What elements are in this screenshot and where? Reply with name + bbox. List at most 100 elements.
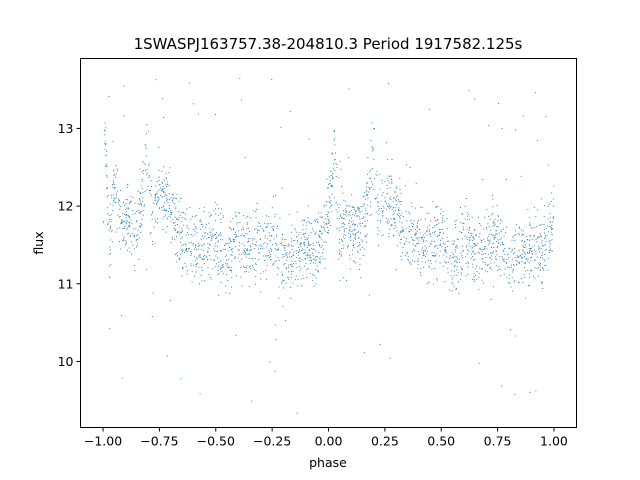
scatter-point — [332, 163, 335, 165]
scatter-point — [344, 213, 346, 216]
scatter-point — [190, 265, 192, 267]
scatter-point — [195, 266, 197, 268]
scatter-point — [315, 231, 317, 233]
scatter-point — [343, 233, 345, 236]
scatter-point — [406, 220, 408, 222]
scatter-point — [439, 212, 442, 215]
scatter-point — [381, 179, 383, 181]
scatter-point — [225, 242, 227, 244]
scatter-point — [369, 214, 371, 216]
scatter-point — [170, 242, 172, 244]
scatter-point — [269, 253, 271, 255]
scatter-point — [377, 206, 379, 208]
scatter-point — [446, 236, 448, 238]
scatter-point — [416, 222, 418, 225]
scatter-point — [274, 213, 276, 216]
scatter-point — [214, 242, 216, 244]
scatter-point — [228, 249, 230, 251]
scatter-point — [141, 171, 143, 173]
scatter-point — [148, 131, 150, 133]
scatter-point — [128, 216, 130, 219]
scatter-point — [413, 240, 415, 242]
scatter-point — [298, 260, 300, 262]
scatter-point — [299, 270, 301, 272]
scatter-point — [426, 282, 429, 284]
scatter-point — [355, 235, 357, 237]
scatter-point — [504, 232, 506, 234]
scatter-point — [521, 234, 523, 236]
scatter-point — [376, 174, 378, 176]
scatter-point — [400, 239, 402, 241]
scatter-point — [335, 202, 337, 204]
scatter-point — [350, 210, 352, 212]
scatter-point — [339, 203, 341, 205]
scatter-point — [411, 260, 414, 262]
scatter-point — [487, 244, 489, 246]
scatter-point — [389, 187, 391, 189]
scatter-point — [322, 216, 324, 218]
scatter-point — [432, 227, 434, 229]
scatter-point — [231, 277, 233, 279]
scatter-point — [109, 328, 111, 330]
scatter-point — [447, 267, 449, 269]
scatter-point — [355, 215, 357, 217]
scatter-point — [394, 199, 397, 201]
scatter-point — [488, 240, 491, 242]
scatter-point — [320, 231, 322, 233]
scatter-point — [215, 220, 217, 222]
scatter-point — [310, 263, 312, 265]
scatter-point — [104, 134, 106, 136]
scatter-point — [384, 197, 386, 199]
scatter-point — [133, 235, 136, 237]
scatter-point — [426, 227, 429, 229]
scatter-point — [205, 226, 207, 228]
scatter-point — [310, 257, 312, 259]
scatter-point — [307, 205, 309, 207]
scatter-point — [183, 251, 185, 253]
scatter-point — [281, 239, 283, 241]
scatter-point — [428, 108, 430, 111]
scatter-point — [304, 265, 306, 267]
scatter-point — [391, 208, 393, 210]
scatter-point — [299, 232, 301, 234]
scatter-point — [330, 202, 332, 204]
scatter-point — [357, 215, 359, 217]
scatter-point — [125, 211, 128, 213]
scatter-point — [465, 263, 467, 265]
scatter-point — [329, 180, 331, 182]
scatter-point — [442, 210, 444, 212]
scatter-point — [320, 256, 322, 258]
scatter-point — [406, 253, 408, 255]
scatter-point — [423, 234, 425, 236]
scatter-point — [295, 236, 297, 238]
scatter-point — [441, 246, 443, 248]
scatter-point — [113, 197, 115, 199]
scatter-point — [508, 274, 510, 276]
scatter-point — [201, 280, 203, 282]
scatter-point — [481, 254, 483, 256]
scatter-point — [545, 116, 547, 118]
scatter-point — [302, 248, 304, 250]
scatter-point — [417, 268, 419, 270]
scatter-point — [318, 236, 320, 238]
scatter-point — [386, 221, 388, 224]
scatter-point — [125, 220, 127, 222]
scatter-point — [276, 273, 278, 276]
scatter-point — [330, 171, 332, 173]
scatter-point — [183, 224, 185, 226]
scatter-point — [297, 285, 299, 287]
scatter-point — [458, 292, 460, 294]
scatter-point — [249, 266, 251, 268]
scatter-point — [139, 168, 141, 170]
scatter-point — [229, 227, 231, 229]
scatter-point — [175, 198, 177, 200]
scatter-point — [149, 189, 152, 191]
scatter-point — [422, 253, 425, 255]
scatter-point — [318, 245, 320, 247]
scatter-point — [151, 218, 153, 221]
scatter-point — [106, 196, 108, 198]
scatter-point — [348, 88, 350, 90]
scatter-point — [119, 204, 121, 206]
scatter-point — [117, 214, 119, 216]
scatter-point — [502, 251, 504, 253]
